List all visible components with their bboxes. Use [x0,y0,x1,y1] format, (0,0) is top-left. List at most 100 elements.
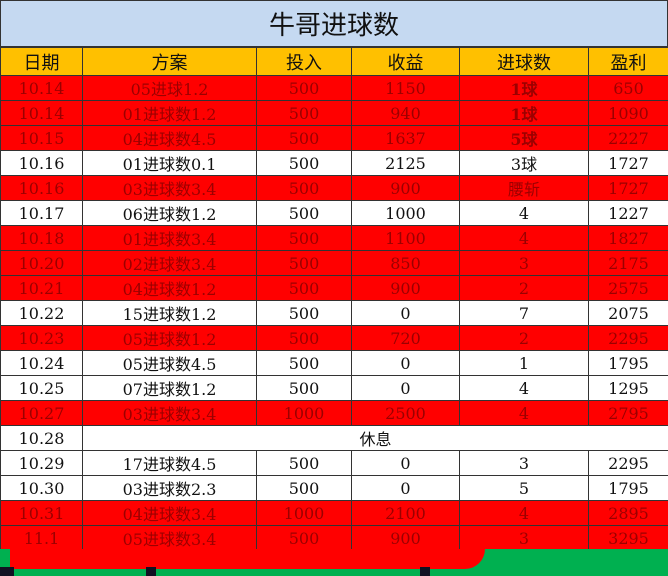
cell-stake: 500 [256,275,352,301]
table-row: 10.22 15进球数1.2 500 0 7 2075 [0,300,668,326]
cell-goals: 1球 [459,75,589,101]
table-row: 10.31 04进球数3.4 1000 2100 4 2895 [0,500,668,526]
table-row: 10.29 17进球数4.5 500 0 3 2295 [0,450,668,476]
cell-profit: 1727 [588,150,668,176]
cell-date: 10.24 [0,350,83,376]
cell-profit: 2175 [588,250,668,276]
cell-goals: 5球 [459,125,589,151]
cell-income: 1150 [351,75,460,101]
cell-profit: 2895 [588,500,668,526]
cell-income: 0 [351,475,460,501]
cell-profit: 1795 [588,475,668,501]
cell-date: 10.14 [0,75,83,101]
cell-plan: 17进球数4.5 [82,450,257,476]
cell-stake: 500 [256,75,352,101]
cell-plan: 05进球数3.4 [82,525,257,551]
cell-goals: 2 [459,325,589,351]
cell-goals: 3球 [459,150,589,176]
cell-date: 10.29 [0,450,83,476]
cell-profit: 1727 [588,175,668,201]
cell-income: 1100 [351,225,460,251]
cell-income: 0 [351,300,460,326]
cell-profit: 2795 [588,400,668,426]
cell-stake: 500 [256,300,352,326]
header-row: 日期 方案 投入 收益 进球数 盈利 [0,47,668,76]
cell-plan: 04进球数1.2 [82,275,257,301]
red-overlay [10,549,485,569]
cell-date: 10.21 [0,275,83,301]
cell-plan: 07进球数1.2 [82,375,257,401]
cell-plan: 01进球数1.2 [82,100,257,126]
cell-date: 10.18 [0,225,83,251]
table-row: 10.18 01进球数3.4 500 1100 4 1827 [0,225,668,251]
cell-profit: 2295 [588,325,668,351]
cell-date: 10.22 [0,300,83,326]
cell-goals: 3 [459,525,589,551]
cell-goals: 4 [459,375,589,401]
cell-date: 10.20 [0,250,83,276]
cell-date: 10.16 [0,175,83,201]
cell-stake: 1000 [256,500,352,526]
cell-stake: 500 [256,175,352,201]
cell-profit: 2227 [588,125,668,151]
cell-date: 10.30 [0,475,83,501]
cell-income: 900 [351,275,460,301]
table-row: 10.28 休息 [0,425,668,451]
cell-date: 10.23 [0,325,83,351]
results-table: 日期 方案 投入 收益 进球数 盈利 10.14 05进球1.2 500 1150 1球… [0,47,668,551]
cell-goals: 4 [459,400,589,426]
cell-income: 850 [351,250,460,276]
bottom-bar [0,549,668,576]
table-row: 10.14 01进球数1.2 500 940 1球 1090 [0,100,668,126]
table-row: 10.24 05进球数4.5 500 0 1 1795 [0,350,668,376]
cell-plan: 05进球1.2 [82,75,257,101]
cell-goals: 4 [459,225,589,251]
cell-profit: 2075 [588,300,668,326]
cell-plan: 03进球数2.3 [82,475,257,501]
cell-plan: 01进球数3.4 [82,225,257,251]
cell-stake: 500 [256,125,352,151]
header-plan: 方案 [82,47,257,76]
cell-income: 0 [351,350,460,376]
cell-plan: 03进球数3.4 [82,175,257,201]
cell-income: 900 [351,525,460,551]
cell-stake: 1000 [256,400,352,426]
cell-goals: 5 [459,475,589,501]
cell-date: 10.31 [0,500,83,526]
table-row: 10.17 06进球数1.2 500 1000 4 1227 [0,200,668,226]
cell-date: 10.14 [0,100,83,126]
cell-goals: 4 [459,200,589,226]
cell-income: 2125 [351,150,460,176]
table-row: 10.25 07进球数1.2 500 0 4 1295 [0,375,668,401]
cell-goals: 腰斩 [459,175,589,201]
cell-goals: 4 [459,500,589,526]
cell-date: 10.28 [0,425,83,451]
table-row: 10.14 05进球1.2 500 1150 1球 650 [0,75,668,101]
cell-stake: 500 [256,375,352,401]
cell-plan: 03进球数3.4 [82,400,257,426]
sheet-title: 牛哥进球数 [0,0,668,47]
cell-rest-note: 休息 [82,425,668,451]
cell-stake: 500 [256,350,352,376]
cell-profit: 2575 [588,275,668,301]
cell-income: 720 [351,325,460,351]
table-row: 10.16 01进球数0.1 500 2125 3球 1727 [0,150,668,176]
cell-stake: 500 [256,475,352,501]
cell-profit: 3295 [588,525,668,551]
cell-goals: 3 [459,450,589,476]
cell-date: 10.16 [0,150,83,176]
header-income: 收益 [351,47,460,76]
cell-goals: 7 [459,300,589,326]
cell-profit: 2295 [588,450,668,476]
header-date: 日期 [0,47,83,76]
header-profit: 盈利 [588,47,668,76]
cell-goals: 1球 [459,100,589,126]
table-row: 10.23 05进球数1.2 500 720 2 2295 [0,325,668,351]
cell-date: 11.1 [0,525,83,551]
cell-plan: 05进球数1.2 [82,325,257,351]
cell-plan: 06进球数1.2 [82,200,257,226]
table-row: 10.15 04进球数4.5 500 1637 5球 2227 [0,125,668,151]
cell-date: 10.25 [0,375,83,401]
cell-profit: 1295 [588,375,668,401]
